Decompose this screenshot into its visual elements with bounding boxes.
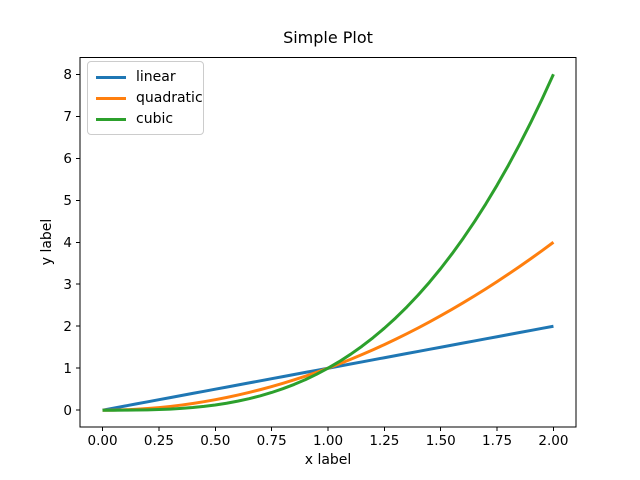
x-tick-label: 1.50 bbox=[426, 433, 456, 449]
x-tick-label: 0.25 bbox=[144, 433, 174, 449]
y-tick-label: 5 bbox=[63, 193, 72, 209]
x-tick-label: 1.25 bbox=[369, 433, 399, 449]
legend-item-cubic: cubic bbox=[88, 109, 203, 130]
y-tick-label: 3 bbox=[63, 277, 72, 293]
y-tick-label: 8 bbox=[63, 67, 72, 83]
y-tick-label: 4 bbox=[63, 235, 72, 251]
legend-item-quadratic: quadratic bbox=[88, 88, 203, 109]
legend-swatch-linear bbox=[96, 75, 126, 80]
y-tick-label: 7 bbox=[63, 109, 72, 125]
y-axis-label: y label bbox=[39, 218, 55, 266]
x-tick-label: 1.00 bbox=[313, 433, 343, 449]
series-line-cubic bbox=[102, 73, 555, 412]
x-tick-label: 0.50 bbox=[200, 433, 230, 449]
legend-label-cubic: cubic bbox=[136, 111, 174, 127]
legend-swatch-quadratic bbox=[96, 96, 126, 101]
y-tick-label: 0 bbox=[63, 403, 72, 419]
chart-title: Simple Plot bbox=[283, 28, 373, 47]
y-tick-label: 2 bbox=[63, 319, 72, 335]
y-tick-label: 6 bbox=[63, 151, 72, 167]
x-tick-label: 2.00 bbox=[538, 433, 568, 449]
x-tick-label: 0.75 bbox=[257, 433, 287, 449]
x-tick-label: 1.75 bbox=[482, 433, 512, 449]
x-axis-label: x label bbox=[304, 452, 352, 468]
legend-swatch-cubic bbox=[96, 117, 126, 122]
legend-label-quadratic: quadratic bbox=[136, 90, 203, 106]
series-line-quadratic bbox=[102, 241, 555, 412]
y-tick-label: 1 bbox=[63, 361, 72, 377]
legend-item-linear: linear bbox=[88, 67, 203, 88]
legend: linear quadratic cubic bbox=[87, 61, 204, 135]
x-tick-label: 0.00 bbox=[88, 433, 118, 449]
legend-label-linear: linear bbox=[136, 69, 176, 85]
axes-frame bbox=[79, 57, 577, 428]
